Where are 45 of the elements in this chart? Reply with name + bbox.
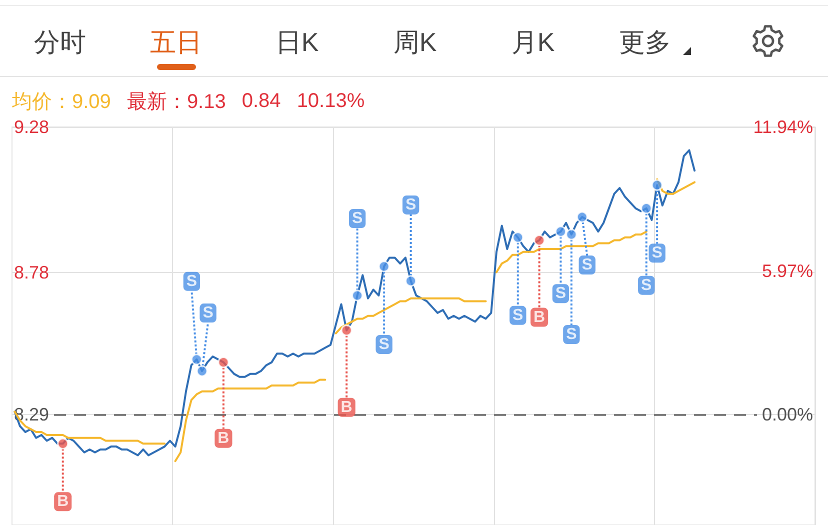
text: 均价：9.09 — [12, 90, 111, 114]
point — [640, 202, 652, 214]
point — [534, 234, 546, 246]
data-label: B — [57, 493, 69, 510]
point — [576, 211, 588, 223]
text: 日K — [275, 26, 319, 59]
y-tick-label: 9.28 — [14, 117, 50, 137]
y2-tick-label: 5.97% — [762, 260, 813, 281]
data-label: B — [534, 308, 546, 326]
data-label: S — [378, 336, 390, 353]
point — [218, 356, 230, 368]
text: 五日 — [150, 26, 202, 59]
text: 10.13% — [296, 90, 365, 112]
point — [566, 228, 578, 240]
data-label: B — [340, 398, 352, 416]
data-label: S — [405, 196, 416, 214]
data-label: S — [582, 256, 593, 274]
y2-tick-label: 0.00% — [762, 404, 813, 425]
y-tick-label: 8.78 — [14, 262, 50, 282]
data-label: S — [202, 304, 214, 322]
point — [57, 438, 69, 450]
data-label: B — [218, 430, 230, 447]
y2-tick-label: 11.94% — [753, 117, 813, 137]
text: 更多 — [619, 26, 671, 59]
point — [651, 179, 663, 191]
point — [554, 226, 566, 238]
data-label: S — [652, 244, 663, 262]
data-label: S — [186, 272, 198, 290]
text: 月K — [511, 26, 555, 59]
point — [196, 365, 208, 377]
text: 最新：9.13 — [126, 90, 226, 114]
data-label: S — [555, 285, 566, 302]
data-label: S — [566, 326, 578, 343]
text: 周K — [393, 26, 437, 59]
data-label: S — [352, 210, 363, 227]
point — [378, 260, 390, 272]
data-label: S — [641, 276, 652, 294]
text: 分时 — [34, 26, 86, 59]
data-label: S — [512, 306, 524, 324]
point — [352, 290, 364, 302]
point — [340, 324, 352, 336]
point — [190, 354, 202, 366]
point — [512, 232, 524, 244]
point — [405, 275, 417, 287]
text: 0.84 — [242, 90, 281, 112]
